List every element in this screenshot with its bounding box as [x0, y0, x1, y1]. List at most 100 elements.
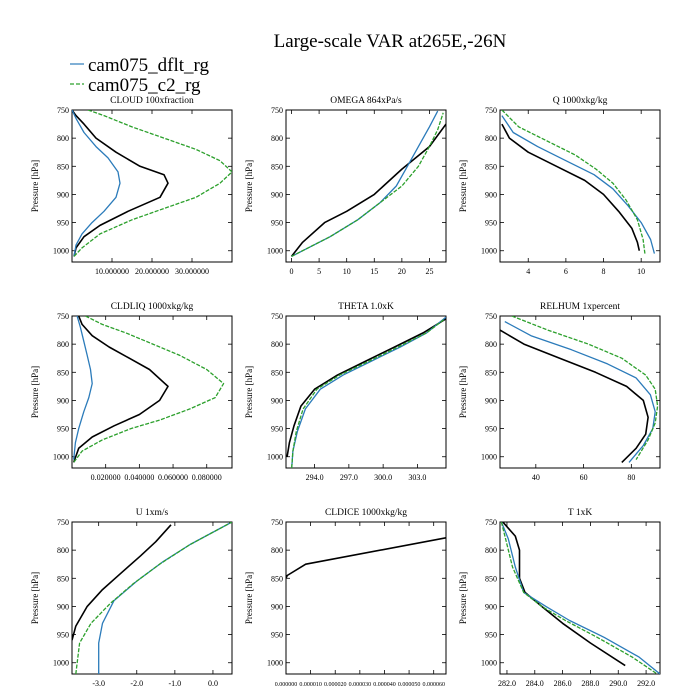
y-tick-label: 950	[485, 631, 497, 640]
series-line-c2	[291, 318, 446, 468]
y-tick-label: 850	[271, 162, 283, 171]
series-line-dflt	[500, 522, 660, 674]
y-tick-label: 850	[485, 162, 497, 171]
x-tick-label: 0.000060	[422, 682, 445, 688]
panel-title: OMEGA 864xPa/s	[330, 96, 402, 106]
y-tick-label: 800	[271, 134, 283, 143]
panel-frame	[285, 109, 447, 263]
panel-title: Q 1000xkg/kg	[553, 96, 608, 106]
y-axis-label: Pressure [hPa]	[458, 572, 468, 624]
y-axis-label: Pressure [hPa]	[458, 366, 468, 418]
chart-panel-7: CLDICE 1000xkg/kg 750 800 850 900 950 1000 Pres…	[244, 508, 447, 688]
y-tick-label: 850	[57, 162, 69, 171]
series-line-control	[502, 522, 626, 667]
y-tick-label: 900	[485, 602, 497, 611]
y-tick-label: 950	[271, 425, 283, 434]
y-tick-label: 950	[57, 219, 69, 228]
series-line-control	[500, 329, 649, 463]
y-tick-label: 750	[271, 518, 283, 527]
series-line-control	[286, 537, 446, 579]
y-tick-label: 950	[271, 631, 283, 640]
legend-label-dflt: cam075_dflt_rg	[88, 55, 210, 76]
series-line-c2	[73, 110, 232, 257]
series-line-c2	[73, 316, 225, 463]
y-tick-label: 900	[271, 190, 283, 199]
chart-panel-5: RELHUM 1xpercent 750 800 850 900 950 1000 Press…	[458, 302, 661, 482]
y-tick-label: 950	[485, 219, 497, 228]
series-line-control	[290, 123, 446, 257]
y-tick-label: 750	[57, 106, 69, 115]
x-tick-label: 25	[425, 267, 433, 276]
y-tick-label: 1000	[267, 247, 283, 256]
series-line-control	[72, 524, 172, 641]
y-tick-label: 900	[485, 396, 497, 405]
panel-frame	[499, 315, 661, 469]
x-tick-label: 282.0	[498, 679, 516, 688]
x-tick-label: 0.000000	[275, 682, 298, 688]
x-tick-label: 6	[564, 267, 568, 276]
panel-title: T 1xK	[568, 508, 593, 518]
y-tick-label: 800	[271, 340, 283, 349]
panel-title: RELHUM 1xpercent	[540, 302, 620, 312]
x-tick-label: 0.000030	[349, 682, 372, 688]
y-tick-label: 750	[271, 106, 283, 115]
panel-title: CLDICE 1000xkg/kg	[325, 508, 407, 518]
x-tick-label: 0.060000	[158, 473, 188, 482]
x-tick-label: 300.0	[374, 473, 392, 482]
series-line-dflt	[291, 110, 439, 257]
y-tick-label: 750	[485, 312, 497, 321]
y-tick-label: 800	[485, 546, 497, 555]
legend: cam075_dflt_rg cam075_c2_rg	[70, 55, 210, 96]
x-tick-label: 4	[526, 267, 530, 276]
y-tick-label: 850	[485, 574, 497, 583]
x-tick-label: 0.040000	[124, 473, 154, 482]
y-axis-label: Pressure [hPa]	[244, 572, 254, 624]
x-tick-label: 297.0	[340, 473, 358, 482]
y-axis-label: Pressure [hPa]	[30, 572, 40, 624]
x-tick-label: 10	[637, 267, 645, 276]
x-tick-label: 5	[317, 267, 321, 276]
x-tick-label: 80	[627, 473, 635, 482]
x-tick-label: 20	[398, 267, 406, 276]
y-tick-label: 900	[57, 396, 69, 405]
y-tick-label: 850	[57, 574, 69, 583]
series-line-dflt	[504, 321, 656, 463]
y-tick-label: 750	[485, 106, 497, 115]
x-tick-label: 10.000000	[95, 267, 129, 276]
y-tick-label: 800	[57, 134, 69, 143]
series-line-c2	[511, 316, 659, 460]
y-tick-label: 800	[57, 340, 69, 349]
x-tick-label: -1.0	[169, 679, 182, 688]
x-tick-label: 60	[580, 473, 588, 482]
chart-panel-3: CLDLIQ 1000xkg/kg 750 800 850 900 950 1000 Pres…	[30, 302, 233, 482]
y-axis-label: Pressure [hPa]	[458, 160, 468, 212]
x-tick-label: 292.0	[637, 679, 655, 688]
series-line-c2	[500, 522, 658, 674]
chart-panel-6: U 1xm/s 750 800 850 900 950 1000 Pressure [hPa]…	[30, 508, 233, 688]
y-tick-label: 800	[271, 546, 283, 555]
y-axis-label: Pressure [hPa]	[244, 160, 254, 212]
panel-title: THETA 1.0xK	[338, 302, 394, 312]
y-tick-label: 800	[485, 134, 497, 143]
chart-panel-1: OMEGA 864xPa/s 750 800 850 900 950 1000 Pressur…	[244, 96, 447, 276]
y-axis-label: Pressure [hPa]	[244, 366, 254, 418]
series-line-c2	[75, 522, 232, 674]
x-tick-label: 0.000010	[299, 682, 322, 688]
chart-panel-0: CLOUD 100xfraction 750 800 850 900 950 1000 Pre…	[30, 95, 233, 276]
x-tick-label: 8	[602, 267, 606, 276]
y-tick-label: 800	[57, 546, 69, 555]
x-tick-label: 303.0	[408, 473, 426, 482]
panel-frame	[285, 315, 447, 469]
y-tick-label: 750	[271, 312, 283, 321]
y-tick-label: 1000	[267, 659, 283, 668]
x-tick-label: -2.0	[130, 679, 143, 688]
series-line-c2	[501, 110, 646, 254]
y-axis-label: Pressure [hPa]	[30, 160, 40, 212]
chart-panel-4: THETA 1.0xK 750 800 850 900 950 1000 Pressure […	[244, 302, 447, 482]
series-line-dflt	[98, 522, 232, 674]
y-tick-label: 850	[485, 368, 497, 377]
panel-frame	[285, 521, 447, 675]
y-tick-label: 950	[485, 425, 497, 434]
y-tick-label: 750	[57, 518, 69, 527]
